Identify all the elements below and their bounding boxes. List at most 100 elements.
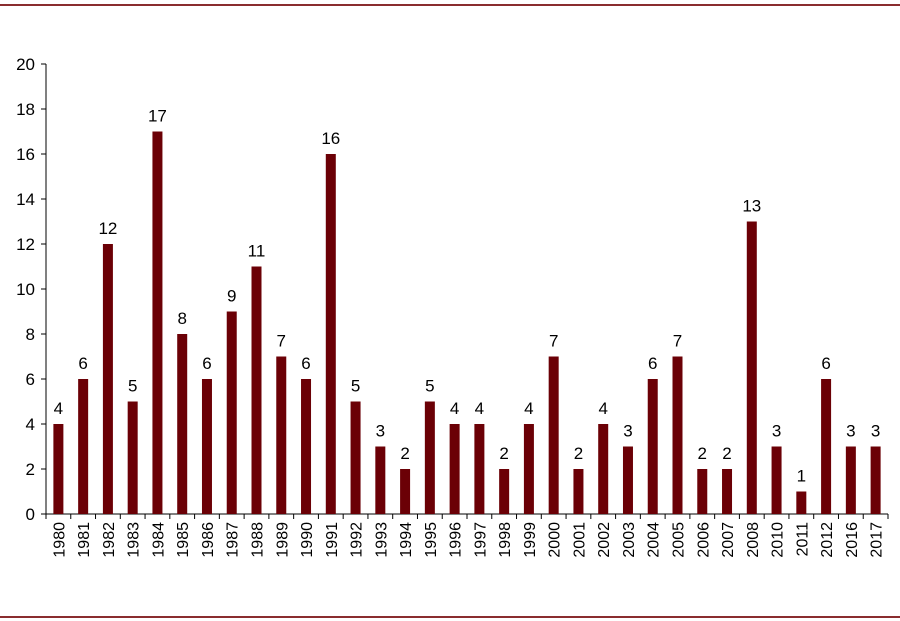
x-tick-label: 2000 bbox=[547, 522, 564, 558]
y-tick-label: 8 bbox=[26, 325, 35, 344]
data-label-1999: 4 bbox=[524, 399, 533, 418]
data-label-2001: 2 bbox=[574, 444, 583, 463]
bar-2017 bbox=[870, 446, 881, 514]
bar-2011 bbox=[796, 491, 807, 514]
bar-1988 bbox=[251, 266, 262, 514]
x-tick-label: 2012 bbox=[819, 522, 836, 558]
bar-1981 bbox=[78, 379, 89, 514]
data-label-1984: 17 bbox=[148, 107, 167, 126]
bar-2008 bbox=[746, 221, 757, 514]
x-tick-label: 1984 bbox=[150, 522, 167, 558]
data-label-1996: 4 bbox=[450, 399, 459, 418]
x-tick-label: 2003 bbox=[621, 522, 638, 558]
x-tick-label: 2006 bbox=[695, 522, 712, 558]
x-tick-label: 1996 bbox=[448, 522, 465, 558]
bar-1987 bbox=[226, 311, 237, 514]
data-label-1982: 12 bbox=[98, 219, 117, 238]
x-tick-label: 2002 bbox=[596, 522, 613, 558]
y-tick-label: 12 bbox=[16, 235, 35, 254]
x-tick-label: 1992 bbox=[349, 522, 366, 558]
bar-2012 bbox=[821, 379, 832, 514]
x-tick-label: 1982 bbox=[101, 522, 118, 558]
bar-1982 bbox=[102, 244, 113, 514]
x-tick-label: 1991 bbox=[324, 522, 341, 558]
bar-2004 bbox=[647, 379, 658, 514]
x-tick-label: 2011 bbox=[794, 522, 811, 557]
bar-1986 bbox=[201, 379, 212, 514]
data-label-1985: 8 bbox=[177, 309, 186, 328]
bar-2016 bbox=[845, 446, 856, 514]
data-label-2005: 7 bbox=[673, 332, 682, 351]
bar-2001 bbox=[573, 469, 584, 514]
data-label-1991: 16 bbox=[321, 129, 340, 148]
data-label-1997: 4 bbox=[475, 399, 484, 418]
x-tick-label: 1986 bbox=[200, 522, 217, 558]
data-label-2007: 2 bbox=[722, 444, 731, 463]
data-label-2012: 6 bbox=[821, 354, 830, 373]
y-tick-label: 20 bbox=[16, 55, 35, 74]
x-tick-label: 1983 bbox=[126, 522, 143, 558]
x-tick-label: 2008 bbox=[745, 522, 762, 558]
x-tick-label: 1980 bbox=[51, 522, 68, 558]
y-axis: 0 2 4 6 8 10 12 14 16 18 20 bbox=[16, 55, 47, 524]
bar-2006 bbox=[697, 469, 708, 514]
y-tick-label: 4 bbox=[26, 415, 35, 434]
bottom-rule bbox=[0, 616, 900, 618]
x-tick-label: 2004 bbox=[646, 522, 663, 558]
data-label-2002: 4 bbox=[598, 399, 607, 418]
data-label-1998: 2 bbox=[499, 444, 508, 463]
y-tick-label: 6 bbox=[26, 370, 35, 389]
bars bbox=[53, 131, 881, 514]
x-tick-label: 1990 bbox=[299, 522, 316, 558]
data-label-1987: 9 bbox=[227, 287, 236, 306]
x-tick-label: 1995 bbox=[423, 522, 440, 558]
data-label-2011: 1 bbox=[797, 467, 806, 486]
bar-1991 bbox=[325, 154, 336, 514]
bar-1980 bbox=[53, 424, 64, 514]
x-tick-label: 1989 bbox=[274, 522, 291, 558]
bar-1999 bbox=[523, 424, 534, 514]
bar-1983 bbox=[127, 401, 138, 514]
x-tick-label: 1999 bbox=[522, 522, 539, 558]
data-label-1993: 3 bbox=[376, 422, 385, 441]
data-label-2010: 3 bbox=[772, 422, 781, 441]
data-label-2016: 3 bbox=[846, 422, 855, 441]
y-tick-label: 10 bbox=[16, 280, 35, 299]
data-label-1990: 6 bbox=[301, 354, 310, 373]
bar-1990 bbox=[301, 379, 312, 514]
y-tick-label: 2 bbox=[26, 460, 35, 479]
bar-1993 bbox=[375, 446, 386, 514]
y-tick-label: 14 bbox=[16, 190, 35, 209]
bar-2007 bbox=[722, 469, 733, 514]
bar-1992 bbox=[350, 401, 361, 514]
bar-2005 bbox=[672, 356, 683, 514]
bar-2002 bbox=[598, 424, 609, 514]
x-tick-label: 1988 bbox=[250, 522, 267, 558]
data-label-1994: 2 bbox=[400, 444, 409, 463]
top-rule bbox=[0, 4, 900, 6]
data-label-1992: 5 bbox=[351, 377, 360, 396]
x-tick-label: 1987 bbox=[225, 522, 242, 558]
data-label-1988: 11 bbox=[248, 242, 266, 261]
data-label-2004: 6 bbox=[648, 354, 657, 373]
y-tick-label: 0 bbox=[26, 505, 35, 524]
bar-1985 bbox=[177, 334, 188, 514]
data-label-2006: 2 bbox=[698, 444, 707, 463]
x-tick-label: 2005 bbox=[671, 522, 688, 558]
data-label-2008: 13 bbox=[742, 197, 761, 216]
bar-2000 bbox=[548, 356, 559, 514]
x-tick-label: 1985 bbox=[175, 522, 192, 558]
x-tick-label: 2010 bbox=[770, 522, 787, 558]
y-tick-label: 18 bbox=[16, 100, 35, 119]
bar-1996 bbox=[449, 424, 460, 514]
x-tick-label: 1998 bbox=[497, 522, 514, 558]
bar-1995 bbox=[424, 401, 435, 514]
bar-1989 bbox=[276, 356, 287, 514]
bar-1997 bbox=[474, 424, 485, 514]
bar-1984 bbox=[152, 131, 163, 514]
x-axis: 1980 1981 1982 1983 1984 1985 1986 1987 1988 1989… bbox=[45, 513, 889, 558]
bar-2010 bbox=[771, 446, 782, 514]
data-label-1995: 5 bbox=[425, 377, 434, 396]
data-label-1983: 5 bbox=[128, 377, 137, 396]
